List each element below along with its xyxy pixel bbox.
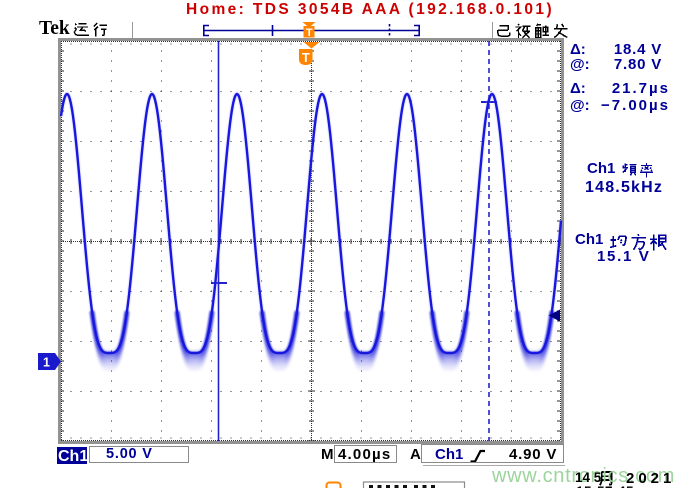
svg-text:1: 1	[43, 356, 50, 370]
svg-text:T: T	[302, 50, 310, 65]
svg-text:T: T	[306, 27, 313, 39]
